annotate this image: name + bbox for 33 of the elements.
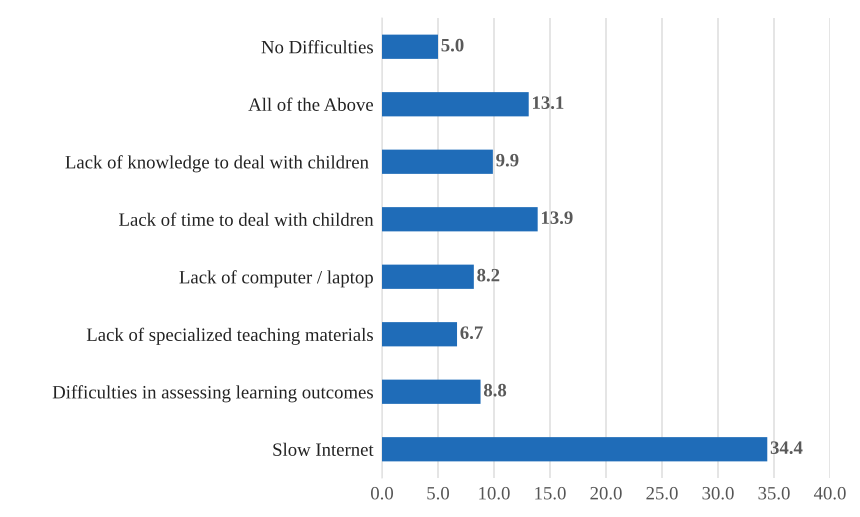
bar <box>382 150 493 174</box>
data-label: 8.2 <box>477 268 500 282</box>
x-tick-label: 0.0 <box>370 486 394 500</box>
y-tick-label: All of the Above <box>248 98 374 111</box>
bar <box>382 207 538 232</box>
x-tick-label: 5.0 <box>427 486 450 500</box>
bar <box>382 92 529 116</box>
data-label: 5.0 <box>442 38 464 52</box>
x-tick-label: 20.0 <box>590 486 622 500</box>
y-tick-label: Lack of computer / laptop <box>179 270 373 288</box>
data-label: 9.9 <box>496 154 518 167</box>
data-label: 6.7 <box>460 326 483 340</box>
y-tick-label: Slow Internet <box>273 442 374 456</box>
x-tick-label: 15.0 <box>535 486 566 500</box>
x-tick-label: 35.0 <box>758 486 790 500</box>
bar <box>382 34 438 59</box>
data-label: 13.9 <box>542 211 573 224</box>
bar <box>382 380 481 404</box>
data-label: 34.4 <box>770 441 803 454</box>
x-tick-label: 30.0 <box>702 486 734 500</box>
data-label: 13.1 <box>533 96 564 110</box>
y-tick-label: Difficulties in assessing learning outcomes <box>52 385 373 402</box>
x-tick-label: 10.0 <box>479 486 510 500</box>
bar <box>382 322 458 346</box>
y-tick-label: Lack of specialized teaching materials <box>86 328 373 345</box>
data-label: 8.8 <box>484 384 506 397</box>
bar <box>382 264 474 289</box>
y-tick-label: No Difficulties <box>262 40 373 54</box>
bar <box>382 437 768 462</box>
y-tick-label: Lack of time to deal with children <box>119 212 374 226</box>
x-tick-label: 40.0 <box>814 486 846 500</box>
y-tick-label: Lack of knowledge to deal with children <box>65 155 369 172</box>
x-tick-label: 25.0 <box>646 486 678 500</box>
